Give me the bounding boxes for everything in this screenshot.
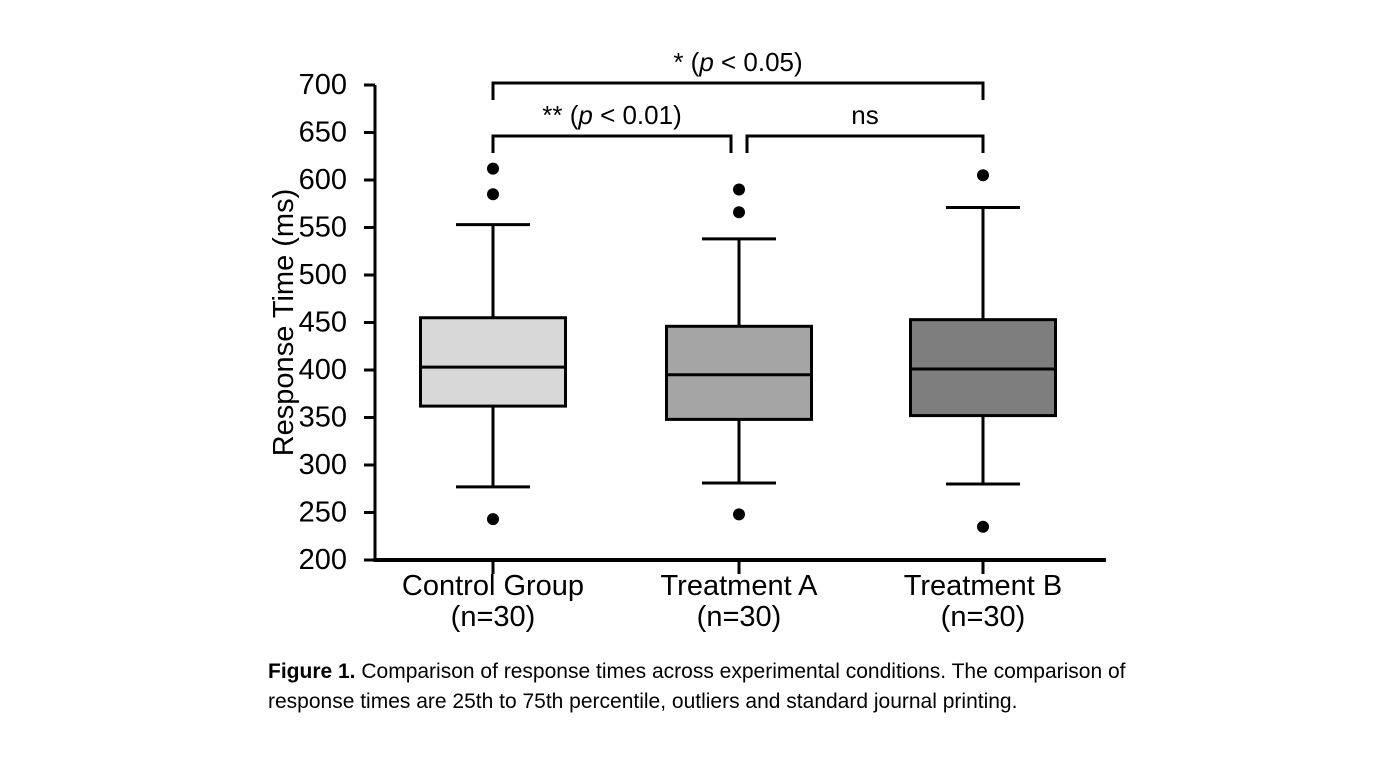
y-tick-label: 350 [299, 402, 347, 434]
bracket-line [745, 134, 985, 153]
boxplot-group: Treatment A(n=30) [661, 183, 819, 633]
group-label: Control Group [402, 570, 584, 602]
group-sublabel: (n=30) [941, 601, 1026, 633]
outlier-point [977, 520, 989, 533]
y-tick-label: 500 [299, 259, 347, 291]
significance-bracket: ** (p < 0.01) [491, 100, 733, 153]
outlier-point [487, 513, 499, 526]
box [419, 316, 567, 408]
figure-caption-text: Comparison of response times across expe… [268, 660, 1126, 713]
group-label: Treatment B [904, 570, 1062, 602]
significance-label: ** (p < 0.01) [542, 100, 682, 130]
y-tick-label: 650 [299, 117, 347, 149]
y-tick-label: 200 [299, 544, 347, 576]
significance-bracket: ns [745, 100, 985, 153]
significance-label: * (p < 0.05) [673, 47, 802, 77]
y-tick-label: 600 [299, 164, 347, 196]
outlier-point [733, 183, 745, 196]
y-tick-label: 250 [299, 497, 347, 529]
significance-label: ns [851, 100, 878, 130]
group-label: Treatment A [661, 570, 819, 602]
outlier-point [977, 169, 989, 182]
y-tick-label: 450 [299, 307, 347, 339]
boxplot-group: Treatment B(n=30) [904, 169, 1062, 633]
boxplot-group: Control Group(n=30) [402, 162, 584, 633]
box [665, 324, 813, 421]
figure-caption: Figure 1. Comparison of response times a… [268, 657, 1140, 717]
y-tick-label: 300 [299, 449, 347, 481]
y-tick-label: 550 [299, 212, 347, 244]
outlier-point [733, 206, 745, 219]
y-tick-label: 700 [299, 69, 347, 101]
outlier-point [487, 162, 499, 175]
bracket-line [491, 134, 733, 153]
group-sublabel: (n=30) [697, 601, 782, 633]
figure-caption-number: Figure 1. [268, 660, 356, 683]
group-sublabel: (n=30) [451, 601, 536, 633]
significance-bracket: * (p < 0.05) [491, 47, 985, 100]
bracket-line [491, 81, 985, 100]
y-axis-title: Response Time (ms) [268, 189, 300, 457]
outlier-point [487, 188, 499, 201]
outlier-point [733, 508, 745, 521]
y-tick-label: 400 [299, 354, 347, 386]
